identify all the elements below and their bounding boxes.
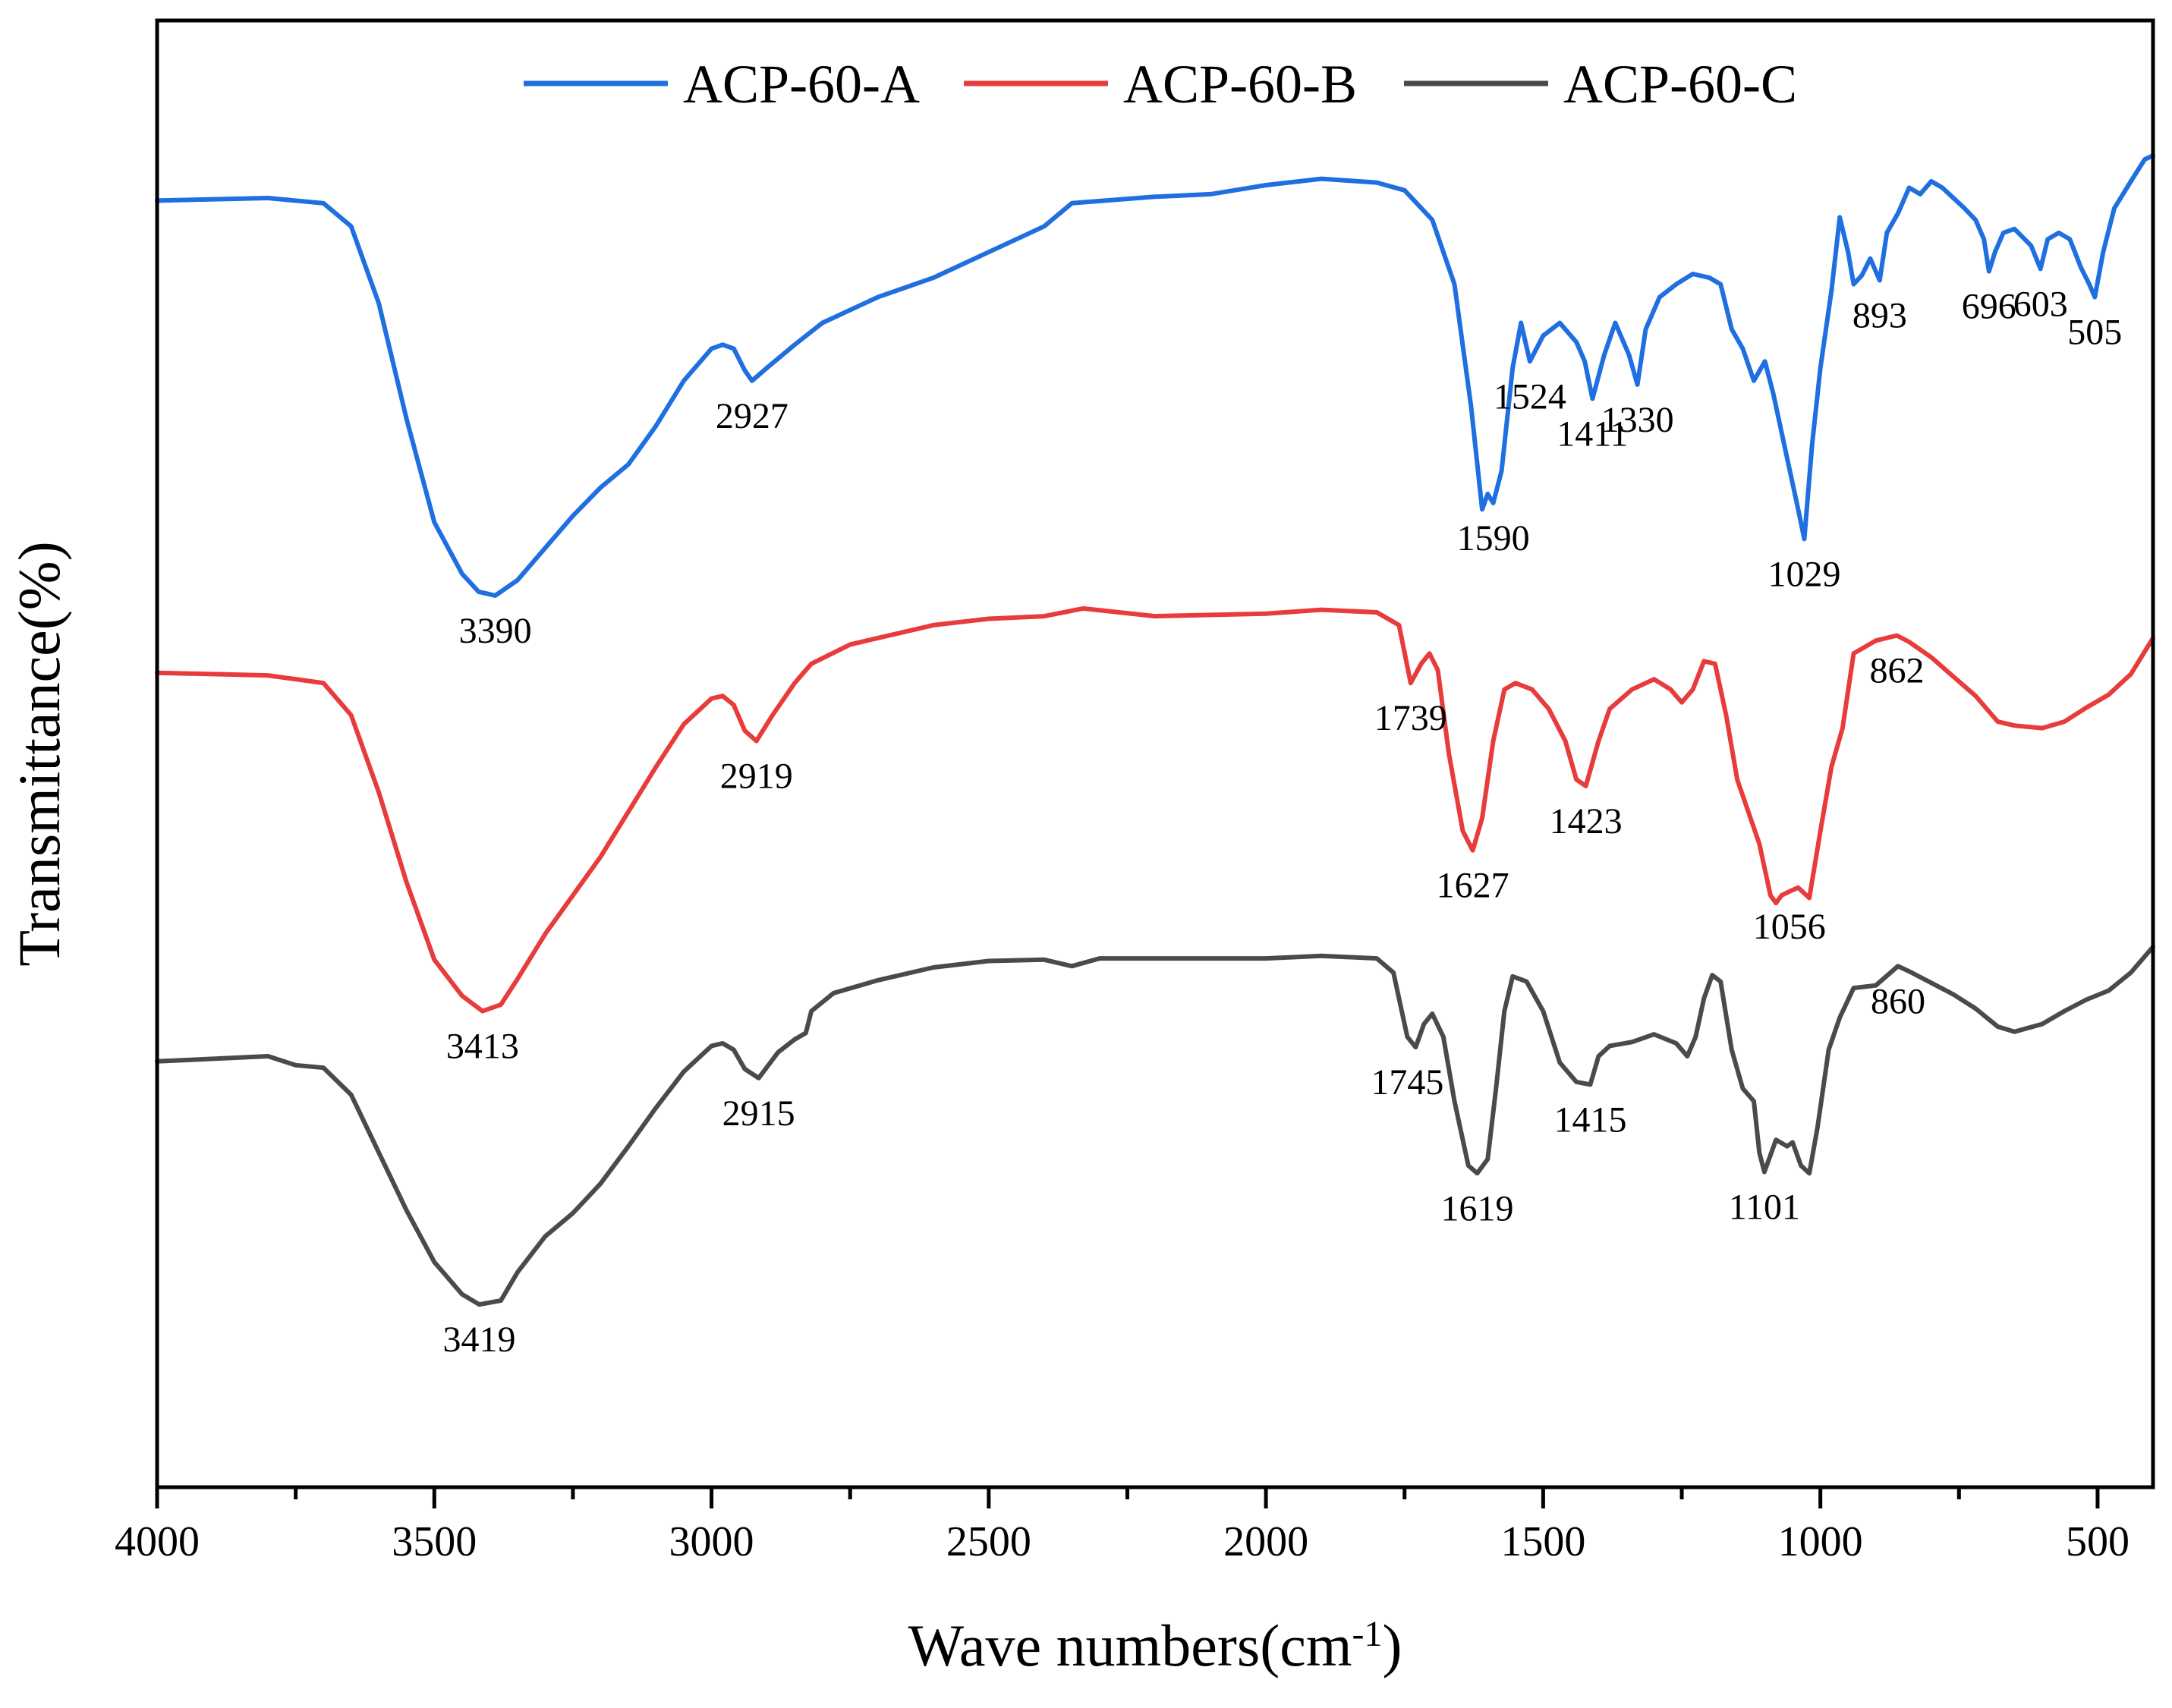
x-axis: 4000 3500 3000 2500 2000 1500 1000 500	[115, 1487, 2130, 1565]
legend: ACP-60-A ACP-60-B ACP-60-C	[524, 54, 1797, 115]
peak-label: 1330	[1601, 400, 1674, 440]
peak-label: 1739	[1374, 698, 1447, 738]
peak-label: 893	[1852, 296, 1907, 336]
peak-label: 3390	[459, 611, 532, 651]
peak-label: 3419	[442, 1320, 515, 1360]
x-axis-title-main: Wave numbers(cm	[908, 1612, 1352, 1678]
x-tick-label: 2500	[946, 1518, 1031, 1565]
peak-label: 1745	[1371, 1062, 1443, 1102]
peak-label: 1056	[1753, 907, 1826, 947]
peak-label: 1101	[1729, 1187, 1800, 1228]
peak-label: 860	[1871, 981, 1925, 1021]
plot-frame	[155, 18, 2155, 1489]
peak-label: 2919	[720, 756, 793, 797]
peak-label: 1524	[1494, 376, 1566, 417]
x-tick-label: 3000	[669, 1518, 754, 1565]
y-axis-title: Transmittance(%)	[6, 541, 72, 966]
x-axis-title-superscript: -1	[1352, 1614, 1383, 1654]
legend-label: ACP-60-C	[1563, 54, 1797, 115]
x-axis-title: Wave numbers(cm-1)	[908, 1612, 1402, 1678]
peak-label: 696	[1962, 287, 2016, 327]
peak-label: 603	[2013, 284, 2068, 324]
peak-label: 1029	[1768, 554, 1840, 594]
x-tick-label: 2000	[1223, 1518, 1308, 1565]
peak-label: 1627	[1437, 866, 1509, 906]
peak-label: 3413	[446, 1027, 519, 1067]
series-line-acp-60-c	[155, 944, 2155, 1307]
peak-label: 2927	[716, 396, 789, 436]
peak-label: 505	[2067, 313, 2122, 353]
legend-label: ACP-60-B	[1123, 54, 1357, 115]
peak-label: 1590	[1457, 518, 1530, 558]
series-layer	[155, 153, 2155, 1307]
series-line-acp-60-b	[155, 606, 2155, 1014]
x-axis-title-suffix: )	[1383, 1612, 1402, 1678]
legend-label: ACP-60-A	[683, 54, 920, 115]
peak-label: 2915	[722, 1093, 795, 1134]
x-tick-label: 4000	[115, 1518, 200, 1565]
x-tick-label: 500	[2066, 1518, 2130, 1565]
peak-label: 1411	[1557, 414, 1628, 455]
peak-label: 862	[1869, 651, 1924, 691]
x-tick-label: 1000	[1778, 1518, 1863, 1565]
series-line-acp-60-a	[155, 153, 2155, 598]
x-tick-label: 1500	[1500, 1518, 1585, 1565]
x-tick-label: 3500	[392, 1518, 477, 1565]
peak-label: 1619	[1440, 1188, 1513, 1228]
peak-label: 1415	[1553, 1099, 1626, 1140]
peak-label: 1423	[1550, 801, 1623, 841]
